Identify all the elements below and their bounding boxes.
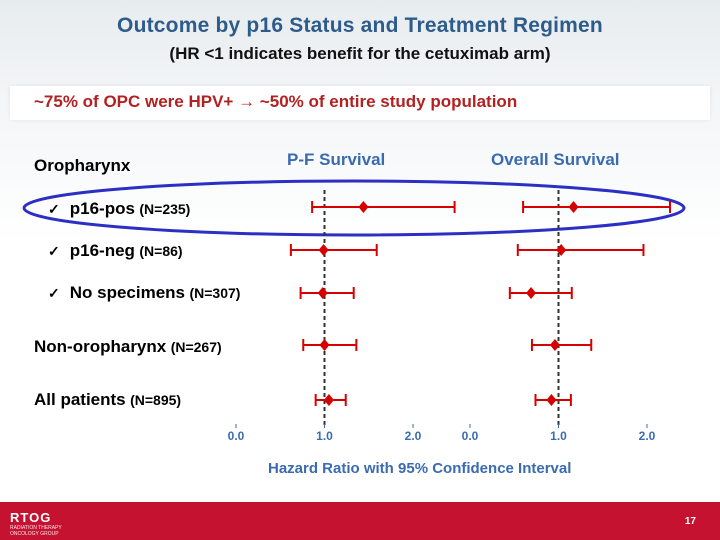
estimate-point-1-2 bbox=[526, 287, 537, 299]
tick-label-0-1: 1.0 bbox=[316, 429, 333, 443]
x-axis-label: Hazard Ratio with 95% Confidence Interva… bbox=[268, 460, 572, 477]
checkmark-icon: ✓ bbox=[48, 285, 60, 301]
highlight-ellipse bbox=[22, 179, 686, 237]
slide-title: Outcome by p16 Status and Treatment Regi… bbox=[117, 14, 603, 37]
row-label-no-specimens: ✓ No specimens (N=307) bbox=[48, 283, 241, 302]
estimate-point-0-2 bbox=[317, 287, 328, 299]
row-label-p16-pos: ✓ p16-pos (N=235) bbox=[48, 199, 191, 218]
footer-bar: RTOG RADIATION THERAPY ONCOLOGY GROUP 17 bbox=[0, 502, 720, 540]
page-number: 17 bbox=[684, 516, 696, 527]
oropharynx-header: Oropharynx bbox=[34, 156, 131, 175]
tick-label-1-0: 0.0 bbox=[462, 429, 479, 443]
slide-subtitle: (HR <1 indicates benefit for the cetuxim… bbox=[169, 44, 551, 63]
estimate-point-0-0 bbox=[358, 201, 369, 213]
estimate-point-0-1 bbox=[318, 244, 329, 256]
pf-survival-header: P-F Survival bbox=[287, 150, 386, 169]
tick-label-1-2: 2.0 bbox=[639, 429, 656, 443]
tick-label-0-2: 2.0 bbox=[405, 429, 422, 443]
estimate-point-0-3 bbox=[319, 339, 330, 351]
checkmark-icon: ✓ bbox=[48, 201, 60, 217]
highlight-banner: ~75% of OPC were HPV+ → ~50% of entire s… bbox=[10, 86, 710, 120]
banner-text: ~75% of OPC were HPV+ → ~50% of entire s… bbox=[34, 92, 518, 111]
row-label-all-patients: All patients (N=895) bbox=[34, 390, 182, 409]
estimate-point-0-4 bbox=[323, 394, 334, 406]
estimate-point-1-4 bbox=[546, 394, 557, 406]
estimate-point-1-1 bbox=[556, 244, 567, 256]
tick-label-1-1: 1.0 bbox=[550, 429, 567, 443]
row-label-non-oropharynx: Non-oropharynx (N=267) bbox=[34, 337, 222, 356]
row-label-p16-neg: ✓ p16-neg (N=86) bbox=[48, 241, 183, 260]
estimate-point-1-3 bbox=[549, 339, 560, 351]
estimate-point-1-0 bbox=[568, 201, 579, 213]
checkmark-icon: ✓ bbox=[48, 243, 60, 259]
tick-label-0-0: 0.0 bbox=[228, 429, 245, 443]
rtog-logo: RTOG RADIATION THERAPY ONCOLOGY GROUP bbox=[10, 510, 62, 537]
forest-plot: 0.0 1.0 2.0 0.0 1.0 2.0 bbox=[22, 179, 686, 443]
overall-survival-header: Overall Survival bbox=[491, 150, 620, 169]
